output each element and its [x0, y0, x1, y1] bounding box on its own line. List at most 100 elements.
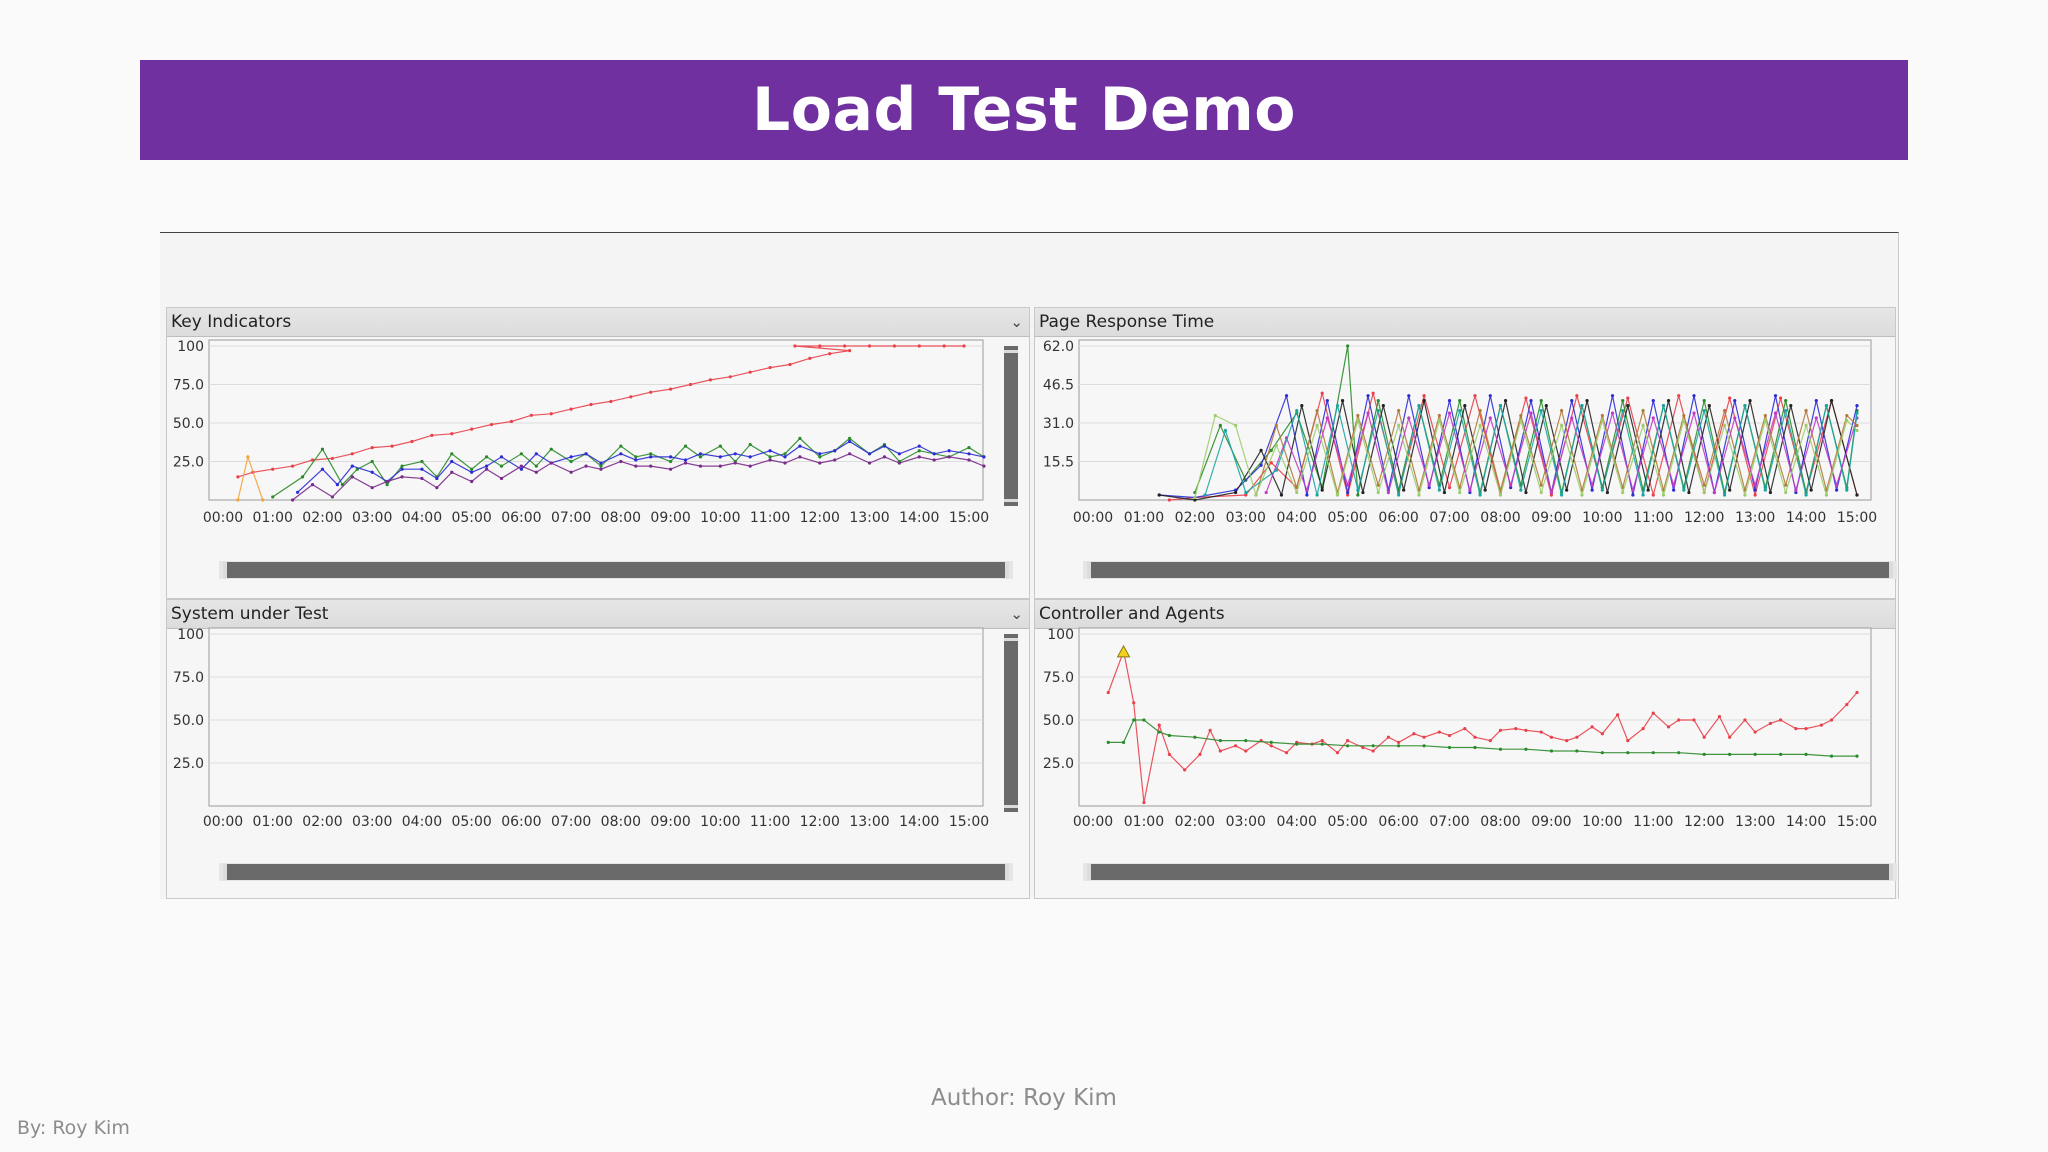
vertical-scrollbar-handle[interactable]: [1004, 499, 1018, 502]
x-tick-label: 15:00: [1837, 814, 1877, 830]
system-under-test-panel: System under Test ⌄ 100 75.0 50.0 25.0 00:00…: [166, 599, 1030, 899]
scrollbar-thumb[interactable]: [223, 562, 1009, 578]
scrollbar-left-handle[interactable]: [223, 562, 227, 578]
panel-header[interactable]: Controller and Agents: [1035, 600, 1895, 629]
data-point: [1855, 754, 1859, 758]
scrollbar-thumb[interactable]: [1087, 864, 1893, 880]
data-point: [1621, 408, 1625, 413]
vertical-scrollbar-handle[interactable]: [1004, 350, 1018, 353]
data-point: [1677, 751, 1681, 755]
data-point: [1483, 488, 1487, 492]
data-point: [1794, 488, 1798, 492]
plot-area: [208, 627, 984, 807]
data-point: [1274, 468, 1278, 472]
series-line: [1203, 404, 1859, 497]
x-tick-label: 13:00: [1735, 814, 1775, 830]
data-point: [1514, 727, 1518, 731]
data-point: [1855, 411, 1859, 415]
data-point: [1702, 490, 1706, 495]
data-point: [1651, 711, 1655, 715]
data-point: [1234, 490, 1238, 495]
data-point: [1748, 399, 1752, 403]
data-point: [917, 444, 921, 448]
data-point: [1356, 413, 1360, 418]
warning-icon: [1116, 644, 1131, 658]
data-point: [1218, 423, 1222, 428]
data-point: [1819, 723, 1823, 727]
scrollbar-right-handle[interactable]: [1889, 864, 1893, 880]
data-point: [271, 495, 275, 499]
scrollbar-right-handle[interactable]: [1005, 562, 1009, 578]
data-point: [768, 458, 772, 462]
data-point: [1320, 488, 1324, 492]
data-point: [1371, 744, 1375, 748]
data-point: [1666, 725, 1671, 729]
data-point: [798, 444, 802, 448]
data-point: [1855, 493, 1859, 497]
data-point: [669, 459, 673, 464]
scrollbar-right-handle[interactable]: [1005, 864, 1009, 880]
data-point: [1376, 399, 1380, 403]
scrollbar-thumb[interactable]: [223, 864, 1009, 880]
vertical-scrollbar-handle[interactable]: [1004, 638, 1018, 641]
chevron-down-icon[interactable]: ⌄: [1010, 605, 1023, 623]
data-point: [1498, 404, 1503, 408]
data-point: [1692, 394, 1696, 398]
data-point: [1804, 752, 1808, 756]
x-tick-label: 11:00: [1633, 814, 1673, 830]
data-point: [271, 467, 275, 471]
scrollbar-left-handle[interactable]: [223, 864, 227, 880]
vertical-scrollbar-thumb[interactable]: [1004, 634, 1018, 812]
scrollbar-left-handle[interactable]: [1087, 562, 1091, 578]
data-point: [1106, 740, 1110, 744]
data-point: [1244, 490, 1248, 495]
data-point: [1544, 404, 1548, 408]
data-point: [450, 470, 454, 474]
data-point: [1106, 690, 1110, 695]
data-point: [1427, 483, 1431, 487]
data-point: [1641, 493, 1645, 497]
series-path: [237, 345, 964, 478]
scrollbar-left-handle[interactable]: [1087, 864, 1091, 880]
panel-header[interactable]: System under Test ⌄: [167, 600, 1029, 629]
data-point: [1570, 399, 1574, 403]
data-point: [1447, 399, 1452, 403]
data-point: [1646, 488, 1650, 492]
data-point: [1132, 718, 1136, 722]
vertical-scrollbar-thumb[interactable]: [1004, 346, 1018, 506]
scrollbar-thumb[interactable]: [1087, 562, 1893, 578]
data-point: [783, 461, 787, 465]
data-point: [1763, 418, 1767, 423]
data-point: [1672, 488, 1676, 492]
data-point: [246, 455, 250, 459]
panel-header[interactable]: Key Indicators ⌄: [167, 308, 1029, 337]
vertical-scrollbar-handle[interactable]: [1004, 805, 1018, 808]
chevron-down-icon[interactable]: ⌄: [1010, 313, 1023, 331]
data-point: [1712, 490, 1716, 495]
data-point: [1320, 739, 1324, 743]
x-tick-label: 12:00: [1684, 510, 1724, 526]
data-point: [1743, 718, 1747, 722]
x-tick-label: 08:00: [601, 510, 641, 526]
scrollbar-right-handle[interactable]: [1889, 562, 1893, 578]
controller-agents-chart: 100 75.0 50.0 25.0 00:00 01:00 02:00 03:00 04:00…: [1043, 627, 1897, 881]
data-point: [1447, 733, 1452, 738]
data-point: [1397, 493, 1401, 497]
data-point: [1845, 418, 1849, 423]
data-point: [1218, 749, 1222, 753]
data-point: [634, 464, 638, 468]
data-point: [1447, 485, 1452, 490]
data-point: [1789, 404, 1793, 408]
data-point: [1498, 493, 1503, 497]
system-under-test-chart: 100 75.0 50.0 25.0 00:00 01:00 02:00 03:00 04:00…: [173, 627, 1018, 881]
data-point: [1743, 493, 1747, 497]
data-point: [1397, 740, 1401, 744]
data-point: [1305, 488, 1309, 492]
data-point: [1203, 493, 1207, 497]
data-point: [967, 452, 971, 456]
data-point: [1183, 768, 1187, 772]
panel-header[interactable]: Page Response Time: [1035, 308, 1895, 337]
data-point: [1717, 714, 1722, 719]
data-point: [1279, 493, 1284, 497]
data-point: [1855, 428, 1859, 433]
